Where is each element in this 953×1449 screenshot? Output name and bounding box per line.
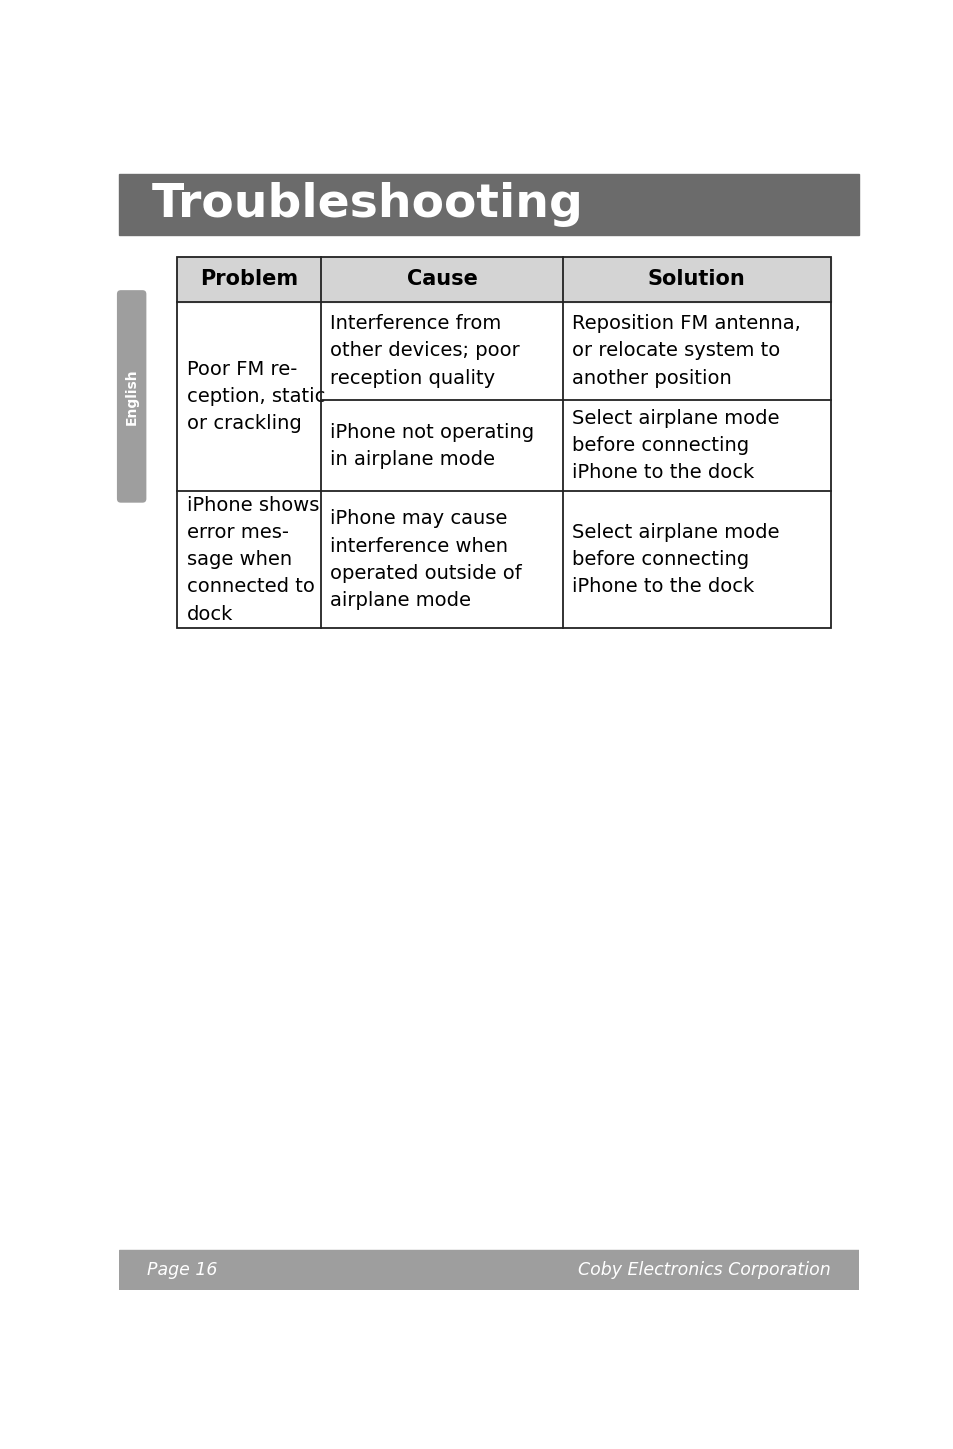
Text: Select airplane mode
before connecting
iPhone to the dock: Select airplane mode before connecting i…: [572, 523, 779, 597]
Text: Reposition FM antenna,
or relocate system to
another position: Reposition FM antenna, or relocate syste…: [572, 314, 801, 388]
Text: iPhone not operating
in airplane mode: iPhone not operating in airplane mode: [330, 423, 534, 469]
Text: Problem: Problem: [200, 270, 298, 290]
Text: iPhone may cause
interference when
operated outside of
airplane mode: iPhone may cause interference when opera…: [330, 509, 521, 610]
Text: Coby Electronics Corporation: Coby Electronics Corporation: [578, 1261, 830, 1278]
Text: Page 16: Page 16: [147, 1261, 217, 1278]
Text: Cause: Cause: [406, 270, 476, 290]
Bar: [119, 1249, 858, 1290]
Text: Poor FM re-
ception, static
or crackling: Poor FM re- ception, static or crackling: [187, 359, 325, 433]
Bar: [177, 256, 830, 629]
Text: Solution: Solution: [647, 270, 745, 290]
Bar: [177, 256, 830, 301]
Text: Interference from
other devices; poor
reception quality: Interference from other devices; poor re…: [330, 314, 519, 388]
Bar: [177, 256, 830, 629]
Text: Troubleshooting: Troubleshooting: [152, 183, 583, 227]
Text: English: English: [125, 368, 138, 425]
Text: iPhone shows
error mes-
sage when
connected to
dock: iPhone shows error mes- sage when connec…: [187, 496, 318, 623]
FancyBboxPatch shape: [117, 290, 146, 503]
Text: Select airplane mode
before connecting
iPhone to the dock: Select airplane mode before connecting i…: [572, 409, 779, 483]
Bar: [119, 174, 858, 236]
